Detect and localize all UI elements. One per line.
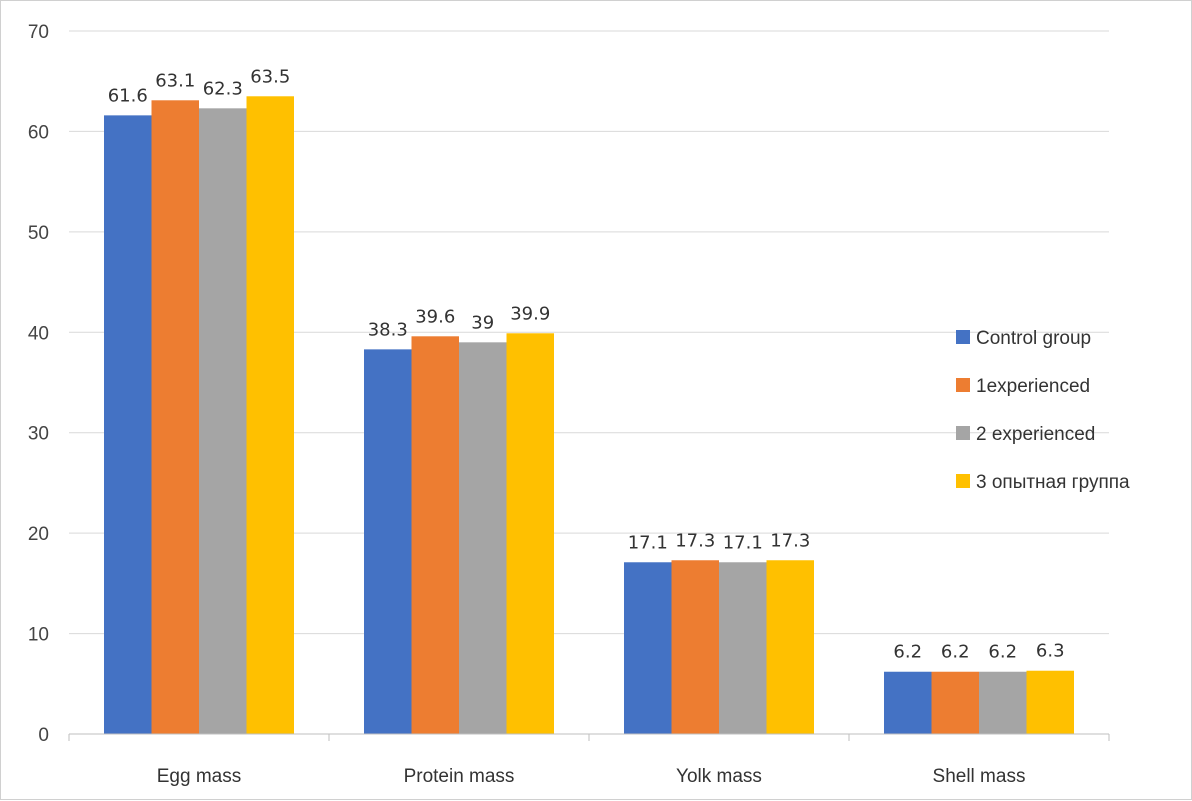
category-label: Protein mass [404, 766, 515, 787]
x-axis [68, 733, 1110, 741]
y-tick-label: 10 [28, 625, 49, 646]
y-tick-label: 0 [38, 725, 49, 746]
data-label: 6.3 [1036, 641, 1065, 662]
bar [1026, 670, 1074, 734]
y-tick-label: 50 [28, 223, 49, 244]
data-label: 38.3 [368, 319, 408, 340]
bar [199, 108, 247, 734]
bar [246, 96, 294, 735]
y-tick-label: 30 [28, 424, 49, 445]
legend: Control group 1experienced 2 experienced 3 … [956, 328, 1130, 493]
data-label: 6.2 [988, 642, 1017, 663]
data-label: 17.1 [723, 532, 763, 553]
bar [931, 671, 979, 734]
bar [766, 560, 814, 734]
bar [151, 100, 199, 734]
legend-swatch [956, 330, 970, 344]
bar [506, 333, 554, 734]
data-label: 6.2 [893, 642, 922, 663]
bar [364, 349, 412, 734]
data-label: 39.9 [510, 303, 550, 324]
bar [459, 342, 507, 734]
bar [624, 562, 672, 734]
category-labels: Egg mass Protein mass Yolk mass Shell mass [157, 766, 1026, 787]
legend-swatch [956, 426, 970, 440]
legend-label: 3 опытная группа [976, 472, 1130, 493]
data-label: 17.3 [770, 530, 810, 551]
data-label: 63.1 [155, 70, 195, 91]
category-label: Shell mass [933, 766, 1026, 787]
data-labels: 61.6 63.1 62.3 63.5 38.3 39.6 39 39.9 17.1 17.3 17… [108, 66, 1065, 662]
y-tick-label: 70 [28, 22, 49, 43]
y-axis-ticks: 0 10 20 30 40 50 60 70 [28, 22, 49, 746]
bar [671, 560, 719, 734]
data-label: 17.3 [675, 530, 715, 551]
y-tick-label: 20 [28, 524, 49, 545]
y-tick-label: 60 [28, 122, 49, 143]
y-tick-label: 40 [28, 323, 49, 344]
data-label: 17.1 [628, 532, 668, 553]
legend-swatch [956, 474, 970, 488]
data-label: 62.3 [203, 78, 243, 99]
data-label: 61.6 [108, 85, 148, 106]
bars [104, 96, 1074, 735]
bar [979, 671, 1027, 734]
bar [411, 336, 459, 734]
data-label: 39 [471, 312, 494, 333]
legend-label: 1experienced [976, 376, 1090, 397]
bar [104, 115, 152, 735]
bar [884, 671, 932, 734]
legend-swatch [956, 378, 970, 392]
data-label: 63.5 [250, 66, 290, 87]
bar [719, 562, 767, 734]
category-label: Yolk mass [676, 766, 762, 787]
category-label: Egg mass [157, 766, 241, 787]
legend-label: Control group [976, 328, 1091, 349]
data-label: 39.6 [415, 306, 455, 327]
legend-label: 2 experienced [976, 424, 1095, 445]
data-label: 6.2 [941, 642, 970, 663]
